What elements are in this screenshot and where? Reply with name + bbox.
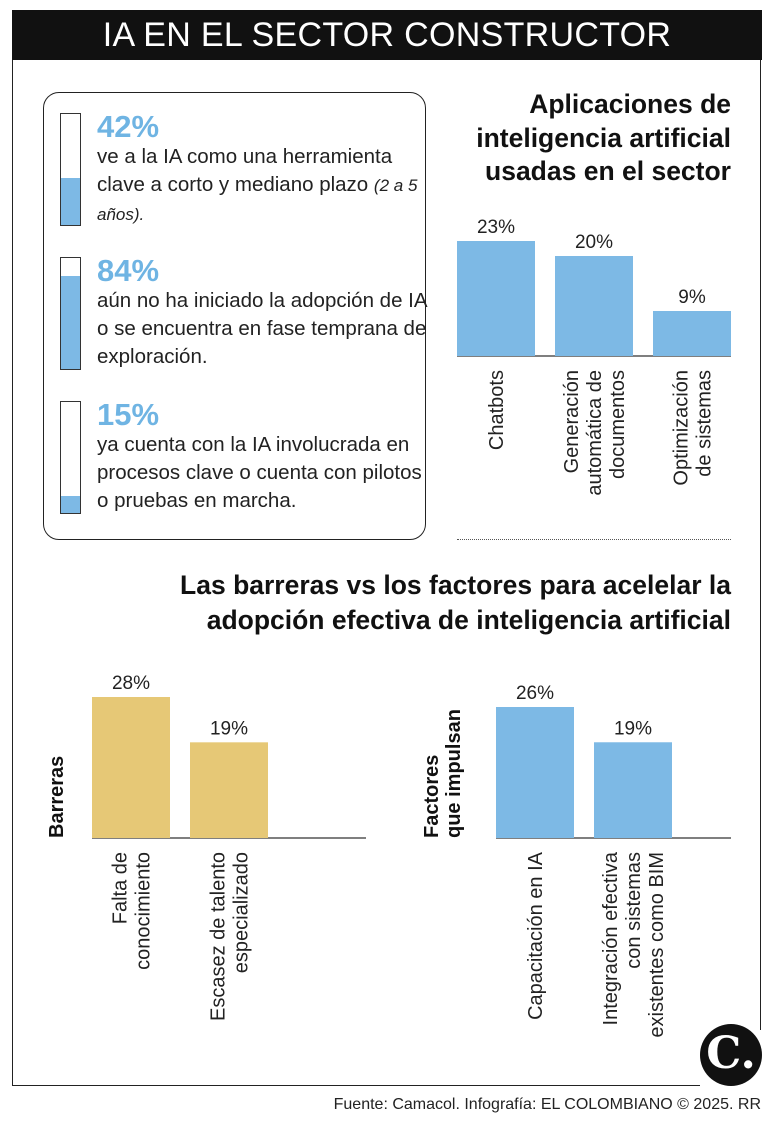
- frame-right-border: [760, 60, 761, 1030]
- factors-category-label: Capacitación en IA: [525, 851, 547, 1020]
- frame-bottom-border: [12, 1085, 700, 1086]
- el-colombiano-logo-icon: C.: [700, 1024, 762, 1086]
- barriers-category-label: especializado: [231, 852, 253, 973]
- apps-chart-title: Aplicaciones de inteligencia artificial …: [476, 89, 731, 186]
- stat-gauge-3: [60, 401, 81, 514]
- apps-category-label: Generación: [561, 370, 583, 473]
- factors-bar: [496, 707, 574, 838]
- page-title: IA EN EL SECTOR CONSTRUCTOR: [12, 10, 762, 60]
- stat-gauge-1: [60, 113, 81, 226]
- barriers-category-label: conocimiento: [133, 852, 155, 970]
- stat-gauge-fill-3: [61, 496, 80, 513]
- stat-description-3: ya cuenta con la IA involucrada en proce…: [97, 433, 422, 512]
- frame-left-border: [12, 60, 13, 1086]
- apps-bar: [653, 311, 731, 356]
- apps-value-label: 20%: [575, 232, 613, 253]
- apps-category-label: Chatbots: [486, 370, 508, 450]
- barriers-value-label: 19%: [210, 718, 248, 739]
- barriers-value-label: 28%: [112, 673, 150, 694]
- stat-gauge-fill-1: [61, 178, 80, 225]
- factors-category-label: Integración efectiva: [600, 851, 622, 1025]
- apps-value-label: 9%: [678, 287, 706, 308]
- stat-note-1: (2 a 5 años).: [97, 176, 418, 224]
- factors-bar: [594, 742, 672, 838]
- source-credit: Fuente: Camacol. Infografía: EL COLOMBIA…: [333, 1096, 761, 1113]
- stat-item-3: 15% ya cuenta con la IA involucrada en p…: [60, 397, 422, 521]
- apps-category-label: documentos: [607, 370, 629, 479]
- apps-category-label: automática de: [584, 370, 606, 496]
- barriers-bar: [190, 742, 268, 838]
- apps-category-label: Optimización: [671, 370, 693, 486]
- stat-description-1: ve a la IA como una herramienta clave a …: [97, 145, 418, 224]
- apps-bar: [457, 241, 535, 356]
- apps-value-label: 23%: [477, 217, 515, 238]
- stat-gauge-fill-2: [61, 275, 80, 369]
- factors-category-label: existentes como BIM: [646, 852, 668, 1038]
- stats-panel: [43, 92, 426, 540]
- barriers-category-label: Escasez de talento: [208, 852, 230, 1021]
- stat-percent-1: 42%: [97, 109, 160, 144]
- barriers-chart-title: Las barreras vs los factores para acelel…: [180, 570, 731, 635]
- barriers-category-label: Falta de: [110, 852, 132, 924]
- stat-item-2: 84% aún no ha iniciado la adopción de IA…: [60, 253, 426, 377]
- stat-percent-2: 84%: [97, 253, 160, 288]
- stat-gauge-2: [60, 257, 81, 370]
- apps-category-label: de sistemas: [694, 370, 716, 477]
- stat-item-1: 42% ve a la IA como una herramienta clav…: [60, 109, 420, 233]
- stat-description-2: aún no ha iniciado la adopción de IA o s…: [97, 289, 427, 368]
- barriers-bar: [92, 697, 170, 838]
- factors-value-label: 19%: [614, 718, 652, 739]
- factors-category-label: con sistemas: [623, 852, 645, 969]
- stat-percent-3: 15%: [97, 397, 160, 432]
- factors-value-label: 26%: [516, 683, 554, 704]
- section-divider: [457, 539, 731, 540]
- apps-bar: [555, 256, 633, 356]
